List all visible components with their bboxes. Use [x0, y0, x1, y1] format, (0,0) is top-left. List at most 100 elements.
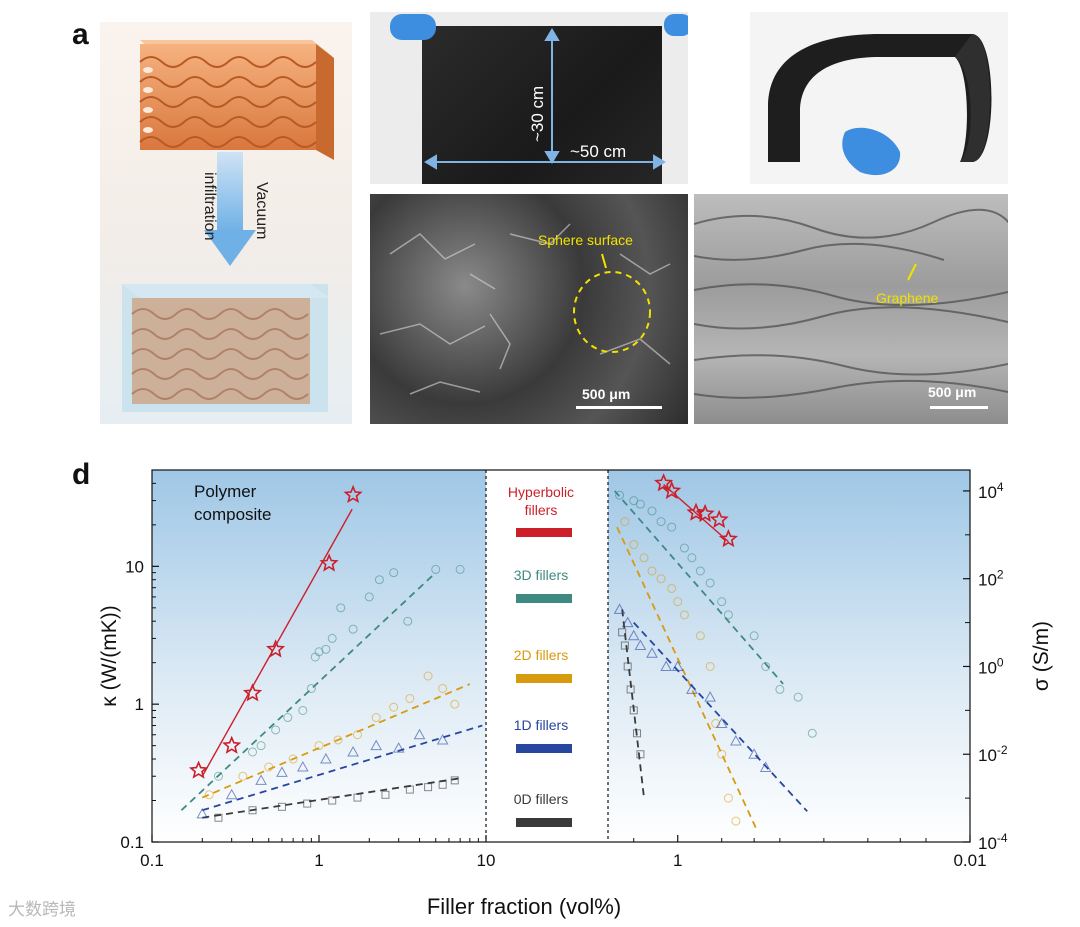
right-point-1d-fillers — [627, 629, 640, 641]
left-x-tick-label: 0.1 — [140, 851, 164, 870]
left-point-2d-fillers — [204, 790, 214, 800]
left-point-2d-fillers — [264, 762, 274, 772]
right-point-1d-fillers — [634, 639, 647, 651]
left-point-2d-fillers — [438, 683, 448, 693]
right-point-1d-fillers — [730, 734, 742, 746]
left-point-hyperbolic-fillers — [188, 760, 209, 779]
left-point-1d-fillers — [196, 807, 209, 819]
plot-frame — [151, 469, 971, 843]
left-point-0d-fillers — [450, 776, 459, 785]
right-point-hyperbolic-fillers — [686, 502, 706, 521]
panel-a-letter: a — [72, 18, 89, 51]
right-fit-1d-fillers — [633, 621, 808, 812]
right-point-3d-fillers — [647, 506, 657, 516]
left-point-0d-fillers — [277, 802, 286, 811]
right-point-2d-fillers — [717, 749, 727, 759]
left-point-1d-fillers — [392, 742, 405, 753]
right-point-2d-fillers — [723, 793, 733, 803]
right-y-tick-label: 102 — [978, 568, 1004, 590]
right-point-hyperbolic-fillers — [662, 480, 682, 500]
right-point-3d-fillers — [615, 490, 625, 500]
right-y-tick-label: 10-2 — [978, 743, 1008, 765]
panel-b-flat-sheet-photo: ~30 cm ~50 cm — [370, 12, 688, 184]
left-y-tick-label: 0.1 — [120, 833, 144, 852]
right-point-1d-fillers — [686, 683, 698, 694]
right-point-3d-fillers — [635, 499, 645, 509]
vacuum-arrow-icon — [204, 152, 256, 266]
left-x-tick-label: 1 — [314, 851, 323, 870]
right-point-1d-fillers — [646, 647, 658, 658]
right-point-2d-fillers — [731, 816, 741, 826]
right-point-0d-fillers — [636, 750, 645, 759]
left-point-3d-fillers — [271, 725, 281, 735]
polymer-annotation-line1: Polymer — [194, 482, 257, 501]
panel-d-letter: d — [72, 458, 91, 491]
left-fit-1d-fillers — [202, 724, 483, 812]
right-point-1d-fillers — [613, 603, 626, 614]
dimension-arrows-icon — [424, 28, 666, 170]
right-point-3d-fillers — [687, 553, 697, 563]
legend-swatch-hyperbolic-fillers — [516, 528, 572, 537]
right-point-0d-fillers — [629, 706, 638, 715]
right-point-hyperbolic-fillers — [695, 503, 715, 523]
right-point-2d-fillers — [647, 566, 657, 576]
right-x-tick-label: 0.01 — [953, 851, 986, 870]
right-point-2d-fillers — [695, 631, 705, 641]
right-point-1d-fillers — [660, 660, 673, 671]
right-y-tick-label: 100 — [978, 655, 1004, 677]
left-point-1d-fillers — [370, 739, 383, 751]
legend-label-2d-fillers: 2D fillers — [514, 647, 568, 663]
left-point-1d-fillers — [347, 745, 359, 757]
left-point-0d-fillers — [248, 806, 257, 815]
left-point-0d-fillers — [405, 785, 414, 794]
watermark: 大数跨境 — [8, 900, 76, 920]
width-label: ~50 cm — [570, 142, 627, 161]
left-y-axis-label: κ (W/(mK)) — [98, 605, 121, 706]
right-point-3d-fillers — [749, 631, 759, 641]
right-point-0d-fillers — [618, 628, 627, 637]
right-point-3d-fillers — [723, 610, 733, 620]
legend-label-hyperbolic-fillers-line2: fillers — [525, 502, 558, 518]
left-point-hyperbolic-fillers — [343, 484, 363, 503]
left-point-0d-fillers — [303, 799, 312, 808]
legend-label-3d-fillers: 3D fillers — [514, 567, 568, 583]
left-point-1d-fillers — [276, 766, 288, 777]
left-point-3d-fillers — [389, 568, 399, 578]
left-point-2d-fillers — [238, 771, 248, 781]
left-point-2d-fillers — [352, 730, 362, 740]
left-point-3d-fillers — [321, 644, 331, 654]
left-point-3d-fillers — [403, 616, 413, 626]
left-point-2d-fillers — [314, 741, 324, 751]
left-point-0d-fillers — [438, 780, 447, 789]
right-point-2d-fillers — [705, 661, 715, 671]
left-point-3d-fillers — [283, 713, 293, 723]
right-point-0d-fillers — [620, 641, 629, 650]
right-fit-3d-fillers — [614, 490, 784, 685]
left-point-2d-fillers — [288, 754, 298, 764]
right-point-3d-fillers — [761, 661, 771, 671]
left-point-1d-fillers — [320, 752, 332, 764]
right-point-hyperbolic-fillers — [654, 473, 674, 492]
left-point-0d-fillers — [424, 783, 433, 792]
right-point-0d-fillers — [632, 729, 641, 738]
right-point-0d-fillers — [626, 685, 635, 694]
right-fit-2d-fillers — [616, 526, 758, 830]
left-point-3d-fillers — [306, 683, 316, 693]
right-point-1d-fillers — [671, 660, 684, 671]
left-x-tick-label: 10 — [477, 851, 496, 870]
left-point-2d-fillers — [389, 702, 399, 712]
left-y-tick-label: 10 — [125, 557, 144, 576]
sem-texture-right — [694, 208, 1008, 399]
graphene-label: Graphene — [876, 290, 939, 306]
left-point-3d-fillers — [431, 564, 441, 574]
right-point-2d-fillers — [639, 553, 649, 563]
sem-image-left: Sphere surface 500 μm — [370, 194, 688, 424]
right-fit-0d-fillers — [621, 609, 645, 799]
right-point-hyperbolic-fillers — [718, 528, 738, 548]
sem-image-right: Graphene 500 μm — [694, 194, 1008, 424]
legend-swatch-1d-fillers — [516, 744, 572, 753]
left-point-2d-fillers — [333, 735, 343, 745]
right-point-2d-fillers — [667, 583, 677, 593]
right-point-3d-fillers — [775, 684, 785, 694]
